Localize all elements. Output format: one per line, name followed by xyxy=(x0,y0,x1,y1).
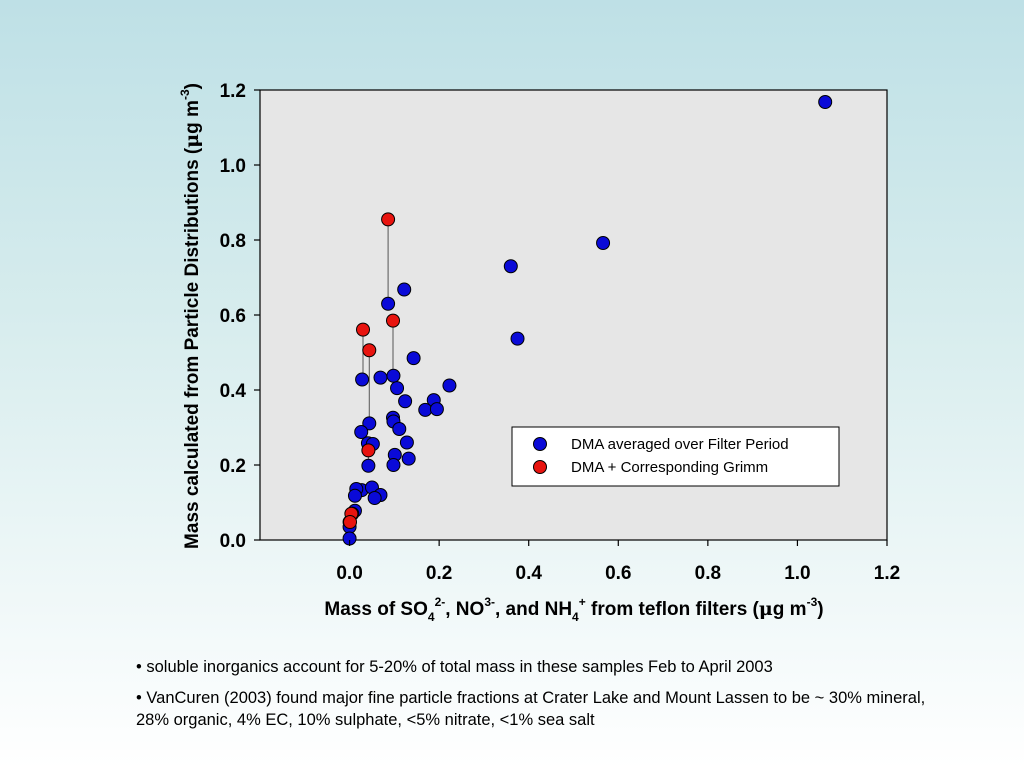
bullet-soluble-inorganics: • soluble inorganics account for 5-20% o… xyxy=(136,658,773,676)
point-filter-period xyxy=(354,425,369,439)
point-filter-period xyxy=(818,95,833,109)
y-tick-label: 1.0 xyxy=(220,156,246,177)
axis-ticks xyxy=(254,89,888,546)
point-filter-period xyxy=(367,491,382,505)
point-filter-period xyxy=(362,416,377,431)
legend-marker-filter xyxy=(533,437,547,451)
point-filter-period xyxy=(406,351,421,366)
point-filter-period xyxy=(386,368,401,383)
x-tick-label: 0.2 xyxy=(426,563,452,584)
point-grimm xyxy=(356,322,371,337)
data-points xyxy=(342,95,833,546)
point-filter-period xyxy=(418,402,433,417)
y-tick-label: 0.8 xyxy=(220,231,246,252)
x-tick-label: 0.4 xyxy=(516,563,543,584)
point-filter-period xyxy=(429,402,444,417)
point-filter-period xyxy=(386,458,401,472)
bullet-vancuren: • VanCuren (2003) found major fine parti… xyxy=(136,689,926,729)
legend: DMA averaged over Filter Period DMA + Co… xyxy=(511,426,840,487)
point-filter-period xyxy=(503,259,518,274)
point-filter-period xyxy=(401,451,416,466)
x-tick-label: 0.8 xyxy=(695,563,721,584)
y-tick-label: 1.2 xyxy=(220,81,246,102)
point-filter-period xyxy=(390,381,405,396)
point-filter-period xyxy=(397,282,412,297)
y-tick-label: 0.0 xyxy=(220,531,246,552)
point-filter-period xyxy=(355,372,370,387)
legend-box xyxy=(511,426,840,487)
point-grimm xyxy=(361,443,376,458)
legend-marker-grimm xyxy=(533,460,547,474)
y-tick-label: 0.2 xyxy=(220,456,246,477)
legend-label-grimm: DMA + Corresponding Grimm xyxy=(571,459,768,476)
x-tick-label: 1.0 xyxy=(784,563,810,584)
point-filter-period xyxy=(596,236,611,250)
point-grimm xyxy=(362,343,377,358)
point-filter-period xyxy=(442,378,457,393)
point-filter-period xyxy=(347,488,362,503)
notes: • soluble inorganics account for 5-20% o… xyxy=(136,656,926,740)
x-tick-label: 0.6 xyxy=(605,563,631,584)
y-axis-title: Mass calculated from Particle Distributi… xyxy=(178,83,203,549)
point-filter-period xyxy=(381,296,396,311)
point-grimm xyxy=(343,515,358,529)
point-grimm xyxy=(386,313,401,328)
scatter-chart: 0.0 0.2 0.4 0.6 0.8 1.0 1.2 0.0 0.2 0.4 0.6 0.8 1.0 1… xyxy=(178,81,901,624)
y-tick-label: 0.6 xyxy=(220,306,246,327)
x-axis-title: Mass of SO42-, NO3-, and NH4+ from teflo… xyxy=(324,595,823,624)
point-filter-period xyxy=(361,458,376,473)
x-tick-label: 0.0 xyxy=(336,563,362,584)
tick-labels: 0.0 0.2 0.4 0.6 0.8 1.0 1.2 0.0 0.2 0.4 0.6 0.8 1.0 1… xyxy=(220,81,901,584)
x-tick-label: 1.2 xyxy=(874,563,900,584)
point-filter-period xyxy=(373,370,388,385)
point-grimm xyxy=(381,212,396,227)
point-filter-period xyxy=(392,422,407,436)
point-filter-period xyxy=(399,435,414,450)
y-tick-label: 0.4 xyxy=(220,381,247,402)
point-filter-period xyxy=(398,394,413,409)
legend-label-filter: DMA averaged over Filter Period xyxy=(571,436,789,453)
point-filter-period xyxy=(510,331,525,346)
